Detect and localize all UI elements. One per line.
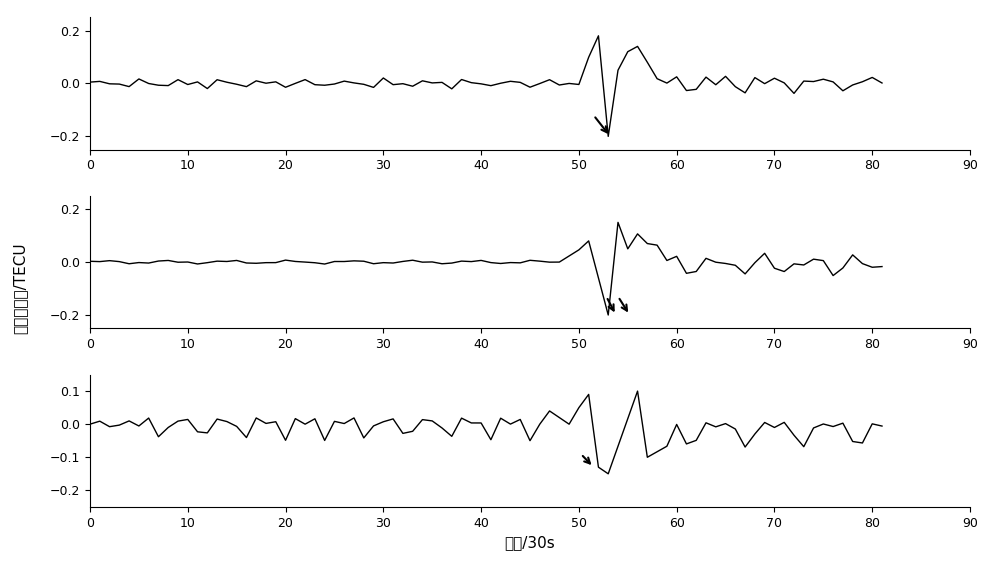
X-axis label: 历元/30s: 历元/30s (505, 535, 555, 550)
Text: 二阶差分值/TECU: 二阶差分值/TECU (12, 242, 28, 334)
